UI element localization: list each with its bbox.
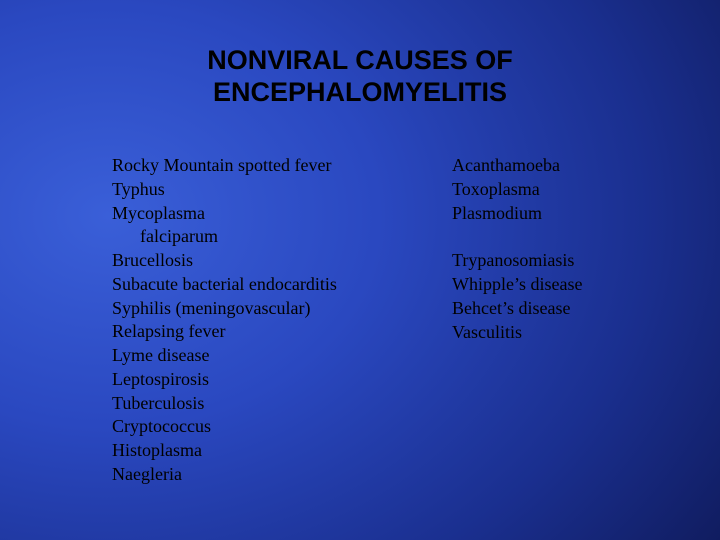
list-item: Histoplasma	[112, 439, 452, 463]
content-area: Rocky Mountain spotted fever Typhus Myco…	[112, 154, 680, 487]
list-item: Cryptococcus	[112, 415, 452, 439]
right-column: Acanthamoeba Toxoplasma Plasmodium Trypa…	[452, 154, 680, 487]
title-line-1: NONVIRAL CAUSES OF	[0, 44, 720, 76]
list-item-indent: falciparum	[112, 225, 452, 249]
list-item: Mycoplasma	[112, 202, 452, 226]
title-line-2: ENCEPHALOMYELITIS	[0, 76, 720, 108]
list-item: Trypanosomiasis	[452, 249, 680, 273]
list-item: Subacute bacterial endocarditis	[112, 273, 452, 297]
list-item: Naegleria	[112, 463, 452, 487]
list-item: Leptospirosis	[112, 368, 452, 392]
list-item: Plasmodium	[452, 202, 680, 226]
list-item: Brucellosis	[112, 249, 452, 273]
list-item: Whipple’s disease	[452, 273, 680, 297]
list-item: Typhus	[112, 178, 452, 202]
list-item: Acanthamoeba	[452, 154, 680, 178]
list-item: Syphilis (meningovascular)	[112, 297, 452, 321]
slide-title: NONVIRAL CAUSES OF ENCEPHALOMYELITIS	[0, 44, 720, 109]
list-item: Relapsing fever	[112, 320, 452, 344]
slide: NONVIRAL CAUSES OF ENCEPHALOMYELITIS Roc…	[0, 0, 720, 540]
left-column: Rocky Mountain spotted fever Typhus Myco…	[112, 154, 452, 487]
list-item: Lyme disease	[112, 344, 452, 368]
list-item: Behcet’s disease	[452, 297, 680, 321]
list-item: Vasculitis	[452, 321, 680, 345]
spacer	[452, 225, 680, 249]
list-item: Toxoplasma	[452, 178, 680, 202]
list-item: Tuberculosis	[112, 392, 452, 416]
list-item: Rocky Mountain spotted fever	[112, 154, 452, 178]
